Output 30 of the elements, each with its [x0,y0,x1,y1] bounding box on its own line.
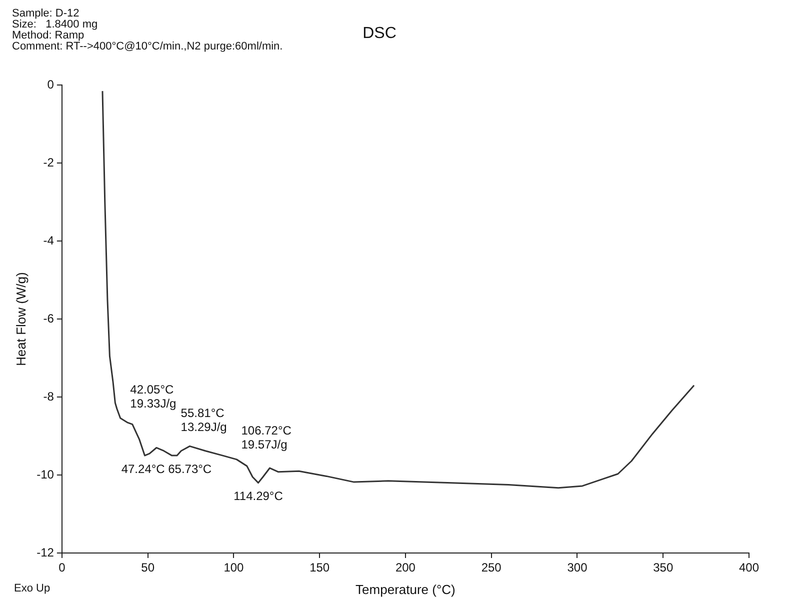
y-tick-label: -8 [43,389,54,404]
y-axis-title: Heat Flow (W/g) [13,272,28,366]
annotation: 65.73°C [168,462,212,476]
x-tick-label: 50 [141,560,155,575]
x-tick-label: 100 [224,560,244,575]
text: Size: 1.8400 mg [12,18,98,31]
text: Sample: D-12 [12,8,80,20]
x-tick-label: 250 [481,560,502,575]
x-tick-label: 200 [395,560,416,575]
annotation: 55.81°C 13.29J/g [180,406,227,434]
y-tick-label: -10 [36,467,54,482]
x-tick-label: 300 [567,560,588,575]
annotation: 106.72°C 19.57J/g [241,424,292,452]
x-tick-label: 0 [58,560,66,575]
y-tick-label: -2 [43,155,54,170]
text: Exo Up [14,582,50,595]
x-tick-label: 400 [738,560,760,575]
annotation: 114.29°C [234,489,284,504]
annotation: 42.05°C 19.33J/g [130,382,176,411]
x-tick-label: 150 [310,560,330,575]
chart-title: DSC [362,25,396,42]
text: Comment: RT-->400°C@10°C/min.,N2 purge:60ml/min. [12,40,283,53]
y-tick-label: -12 [36,545,54,560]
annotation: 47.24°C [121,462,166,476]
x-tick-label: 350 [653,560,674,575]
y-tick-label: 0 [47,78,54,92]
y-tick-label: -4 [43,233,54,248]
y-tick-label: -6 [43,311,54,326]
x-axis-title: Temperature (°C) [356,582,456,597]
text: Method: Ramp [12,30,84,42]
